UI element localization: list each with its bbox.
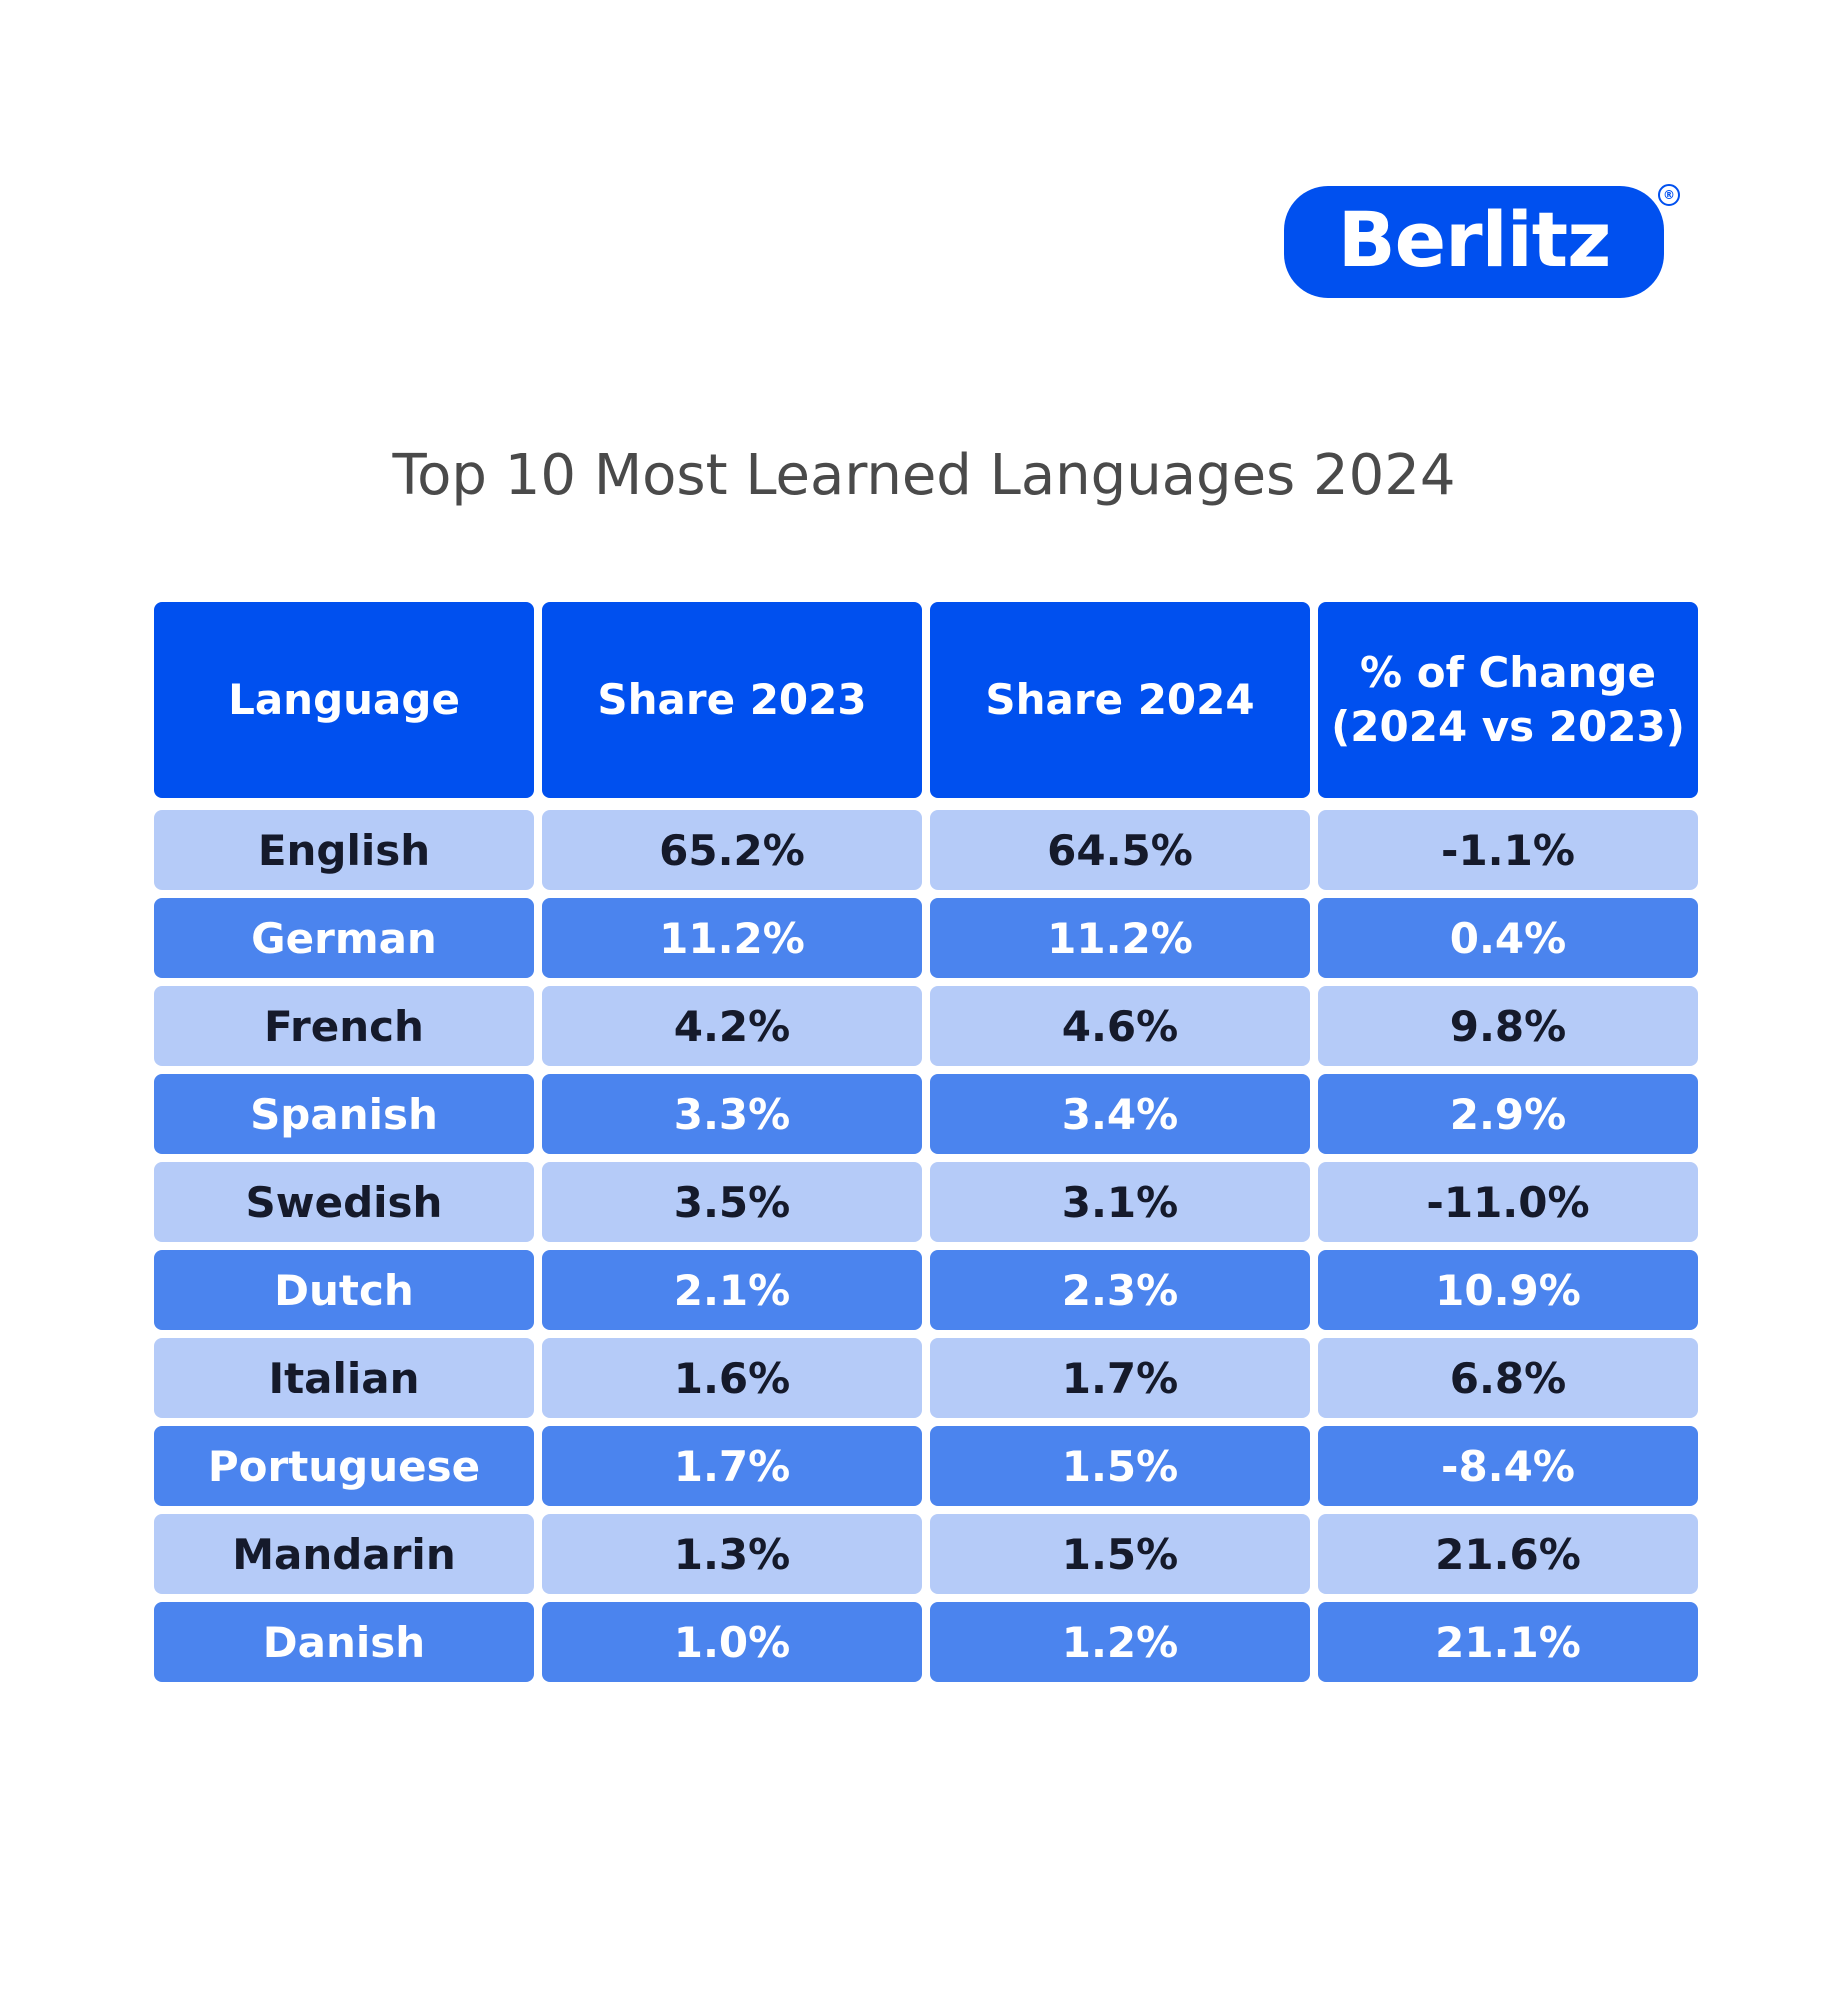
cell-language: German xyxy=(154,898,534,978)
table-row: Mandarin 1.3% 1.5% 21.6% xyxy=(154,1514,1698,1594)
cell-change: 9.8% xyxy=(1318,986,1698,1066)
cell-share-2023: 1.6% xyxy=(542,1338,922,1418)
cell-share-2023: 1.0% xyxy=(542,1602,922,1682)
table-row: Danish 1.0% 1.2% 21.1% xyxy=(154,1602,1698,1682)
cell-share-2023: 3.5% xyxy=(542,1162,922,1242)
table-header: Language Share 2023 Share 2024 % of Chan… xyxy=(154,602,1698,798)
cell-share-2024: 4.6% xyxy=(930,986,1310,1066)
cell-language: Spanish xyxy=(154,1074,534,1154)
cell-change: 21.6% xyxy=(1318,1514,1698,1594)
table-row: Spanish 3.3% 3.4% 2.9% xyxy=(154,1074,1698,1154)
header-share-2024: Share 2024 xyxy=(930,602,1310,798)
table-row: French 4.2% 4.6% 9.8% xyxy=(154,986,1698,1066)
cell-change: -1.1% xyxy=(1318,810,1698,890)
cell-share-2024: 2.3% xyxy=(930,1250,1310,1330)
cell-share-2023: 65.2% xyxy=(542,810,922,890)
table-row: Portuguese 1.7% 1.5% -8.4% xyxy=(154,1426,1698,1506)
logo-text: Berlitz xyxy=(1337,195,1612,284)
cell-change: 10.9% xyxy=(1318,1250,1698,1330)
cell-share-2024: 1.5% xyxy=(930,1514,1310,1594)
table-row: English 65.2% 64.5% -1.1% xyxy=(154,810,1698,890)
berlitz-logo: Berlitz xyxy=(1284,186,1664,298)
cell-share-2024: 3.4% xyxy=(930,1074,1310,1154)
table-row: Dutch 2.1% 2.3% 10.9% xyxy=(154,1250,1698,1330)
cell-share-2024: 64.5% xyxy=(930,810,1310,890)
cell-share-2023: 1.7% xyxy=(542,1426,922,1506)
cell-share-2024: 1.7% xyxy=(930,1338,1310,1418)
cell-change: 2.9% xyxy=(1318,1074,1698,1154)
table-row: German 11.2% 11.2% 0.4% xyxy=(154,898,1698,978)
header-share-2023: Share 2023 xyxy=(542,602,922,798)
cell-language: Dutch xyxy=(154,1250,534,1330)
languages-table: Language Share 2023 Share 2024 % of Chan… xyxy=(154,602,1698,1690)
cell-change: 21.1% xyxy=(1318,1602,1698,1682)
cell-change: 6.8% xyxy=(1318,1338,1698,1418)
chart-title: Top 10 Most Learned Languages 2024 xyxy=(392,443,1456,508)
cell-language: Danish xyxy=(154,1602,534,1682)
header-percent-change: % of Change (2024 vs 2023) xyxy=(1318,602,1698,798)
cell-share-2024: 1.2% xyxy=(930,1602,1310,1682)
cell-language: Mandarin xyxy=(154,1514,534,1594)
cell-language: French xyxy=(154,986,534,1066)
cell-share-2023: 1.3% xyxy=(542,1514,922,1594)
cell-share-2023: 3.3% xyxy=(542,1074,922,1154)
header-language: Language xyxy=(154,602,534,798)
table-row: Italian 1.6% 1.7% 6.8% xyxy=(154,1338,1698,1418)
cell-share-2024: 1.5% xyxy=(930,1426,1310,1506)
cell-language: Portuguese xyxy=(154,1426,534,1506)
cell-share-2024: 3.1% xyxy=(930,1162,1310,1242)
table-row: Swedish 3.5% 3.1% -11.0% xyxy=(154,1162,1698,1242)
cell-change: -11.0% xyxy=(1318,1162,1698,1242)
cell-change: 0.4% xyxy=(1318,898,1698,978)
cell-language: English xyxy=(154,810,534,890)
cell-language: Swedish xyxy=(154,1162,534,1242)
cell-share-2023: 2.1% xyxy=(542,1250,922,1330)
cell-language: Italian xyxy=(154,1338,534,1418)
cell-share-2023: 4.2% xyxy=(542,986,922,1066)
cell-change: -8.4% xyxy=(1318,1426,1698,1506)
registered-mark: ® xyxy=(1658,184,1680,206)
cell-share-2024: 11.2% xyxy=(930,898,1310,978)
cell-share-2023: 11.2% xyxy=(542,898,922,978)
